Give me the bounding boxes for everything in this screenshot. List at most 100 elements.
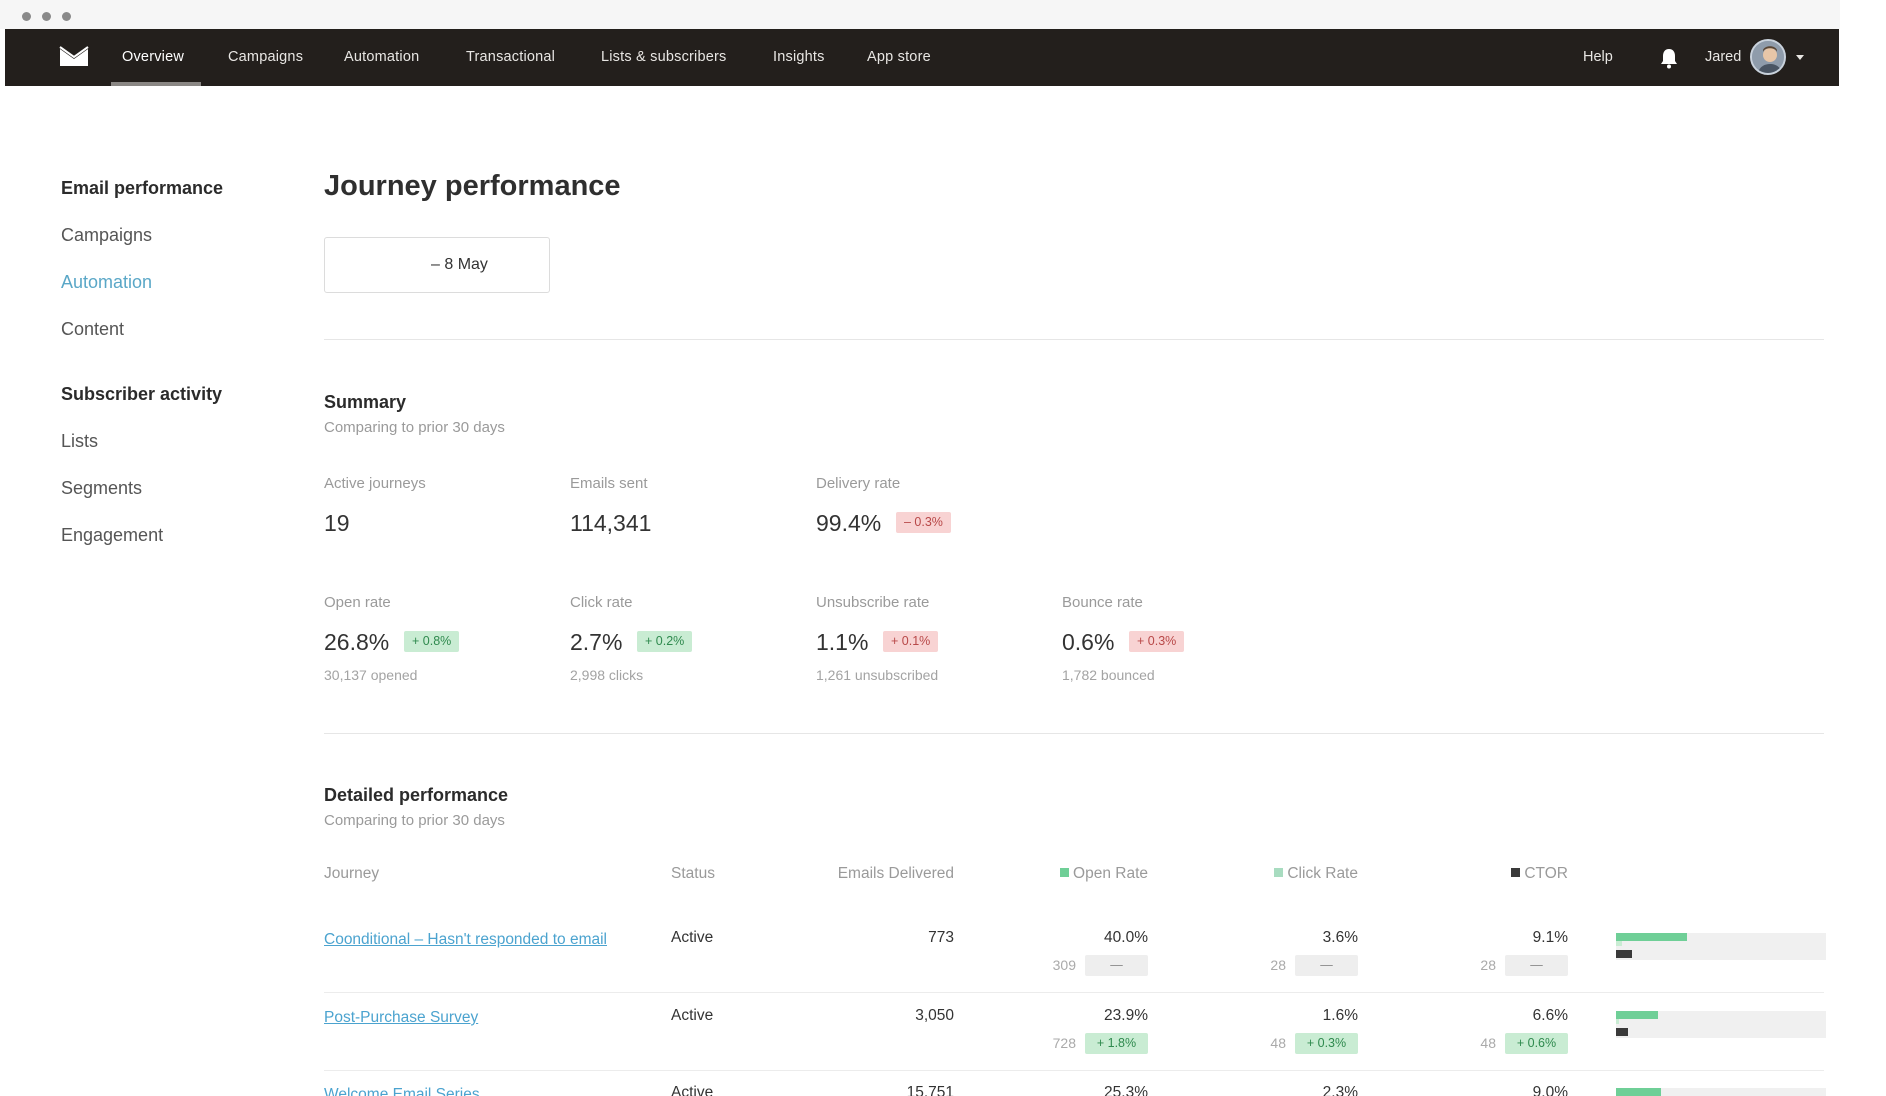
mail-logo-icon[interactable] bbox=[59, 46, 89, 68]
window-minimize-dot[interactable] bbox=[42, 12, 51, 21]
nav-overview[interactable]: Overview bbox=[122, 49, 185, 65]
column-header-click-rate[interactable]: Click Rate bbox=[1210, 865, 1358, 883]
ctor-bar bbox=[1616, 1028, 1628, 1036]
click-rate-bar bbox=[1616, 1019, 1619, 1024]
window-maximize-dot[interactable] bbox=[62, 12, 71, 21]
column-header-ctor[interactable]: CTOR bbox=[1420, 865, 1568, 883]
click-rate-value: 2.3% bbox=[1322, 1084, 1358, 1096]
emails-delivered-value: 3,050 bbox=[915, 1007, 954, 1024]
metric-value-active-journeys: 19 bbox=[324, 510, 350, 536]
metric-value-emails-sent: 114,341 bbox=[570, 510, 652, 536]
page-title: Journey performance bbox=[324, 170, 621, 202]
column-header-open-rate[interactable]: Open Rate bbox=[1000, 865, 1148, 883]
sidebar-heading-subscriber-activity: Subscriber activity bbox=[61, 384, 223, 404]
nav-lists-subscribers[interactable]: Lists & subscribers bbox=[601, 49, 727, 65]
journey-link[interactable]: Post-Purchase Survey bbox=[324, 1009, 479, 1026]
divider bbox=[324, 339, 1824, 340]
user-name[interactable]: Jared bbox=[1705, 49, 1742, 65]
metric-value-open-rate: 26.8% bbox=[324, 629, 390, 655]
journey-status: Active bbox=[671, 1007, 714, 1024]
sidebar-item-automation[interactable]: Automation bbox=[61, 272, 153, 292]
sidebar-item-content[interactable]: Content bbox=[61, 319, 125, 339]
column-header-emails-delivered[interactable]: Emails Delivered bbox=[837, 865, 954, 882]
ctor-count: 48 bbox=[1480, 1035, 1496, 1051]
click-rate-change-badge: — bbox=[1295, 955, 1358, 976]
metric-sub-bounced: 1,782 bounced bbox=[1062, 667, 1155, 683]
click-rate-value: 1.6% bbox=[1322, 1007, 1358, 1024]
unsubscribe-rate-change-badge: + 0.1% bbox=[883, 631, 939, 652]
metric-label-unsubscribe-rate: Unsubscribe rate bbox=[816, 594, 930, 611]
sidebar-heading-email-performance: Email performance bbox=[61, 178, 224, 198]
click-rate-value: 3.6% bbox=[1322, 929, 1358, 946]
open-count: 728 bbox=[1052, 1035, 1076, 1051]
metric-label-delivery-rate: Delivery rate bbox=[816, 475, 901, 492]
open-rate-value: 23.9% bbox=[1104, 1007, 1148, 1024]
open-count: 309 bbox=[1052, 957, 1076, 973]
chevron-down-icon[interactable] bbox=[1796, 55, 1804, 60]
metric-label-open-rate: Open rate bbox=[324, 594, 391, 611]
open-rate-bar bbox=[1616, 933, 1687, 941]
metric-label-click-rate: Click rate bbox=[570, 594, 633, 611]
click-rate-change-badge: + 0.3% bbox=[1295, 1033, 1358, 1054]
ctor-legend-swatch bbox=[1511, 868, 1521, 877]
sidebar-item-lists[interactable]: Lists bbox=[61, 431, 99, 451]
emails-delivered-value: 15,751 bbox=[906, 1084, 954, 1096]
metric-sub-clicks: 2,998 clicks bbox=[570, 667, 644, 683]
metric-value-unsubscribe-rate: 1.1% bbox=[816, 629, 869, 655]
open-rate-bar bbox=[1616, 1088, 1661, 1096]
open-rate-change-badge: + 1.8% bbox=[1085, 1033, 1148, 1054]
click-rate-change-badge: + 0.2% bbox=[637, 631, 693, 652]
open-rate-value: 25.3% bbox=[1104, 1084, 1148, 1096]
open-rate-value: 40.0% bbox=[1104, 929, 1148, 946]
row-divider bbox=[324, 1070, 1824, 1071]
detailed-subheading: Comparing to prior 30 days bbox=[324, 812, 505, 829]
journey-link[interactable]: Welcome Email Series bbox=[324, 1086, 480, 1096]
top-navbar: Overview Campaigns Automation Transactio… bbox=[5, 29, 1839, 86]
metric-value-bounce-rate: 0.6% bbox=[1062, 629, 1115, 655]
performance-bar bbox=[1616, 1011, 1826, 1038]
window-close-dot[interactable] bbox=[22, 12, 31, 21]
column-header-journey[interactable]: Journey bbox=[324, 865, 380, 882]
row-divider bbox=[324, 992, 1824, 993]
browser-title-bar bbox=[0, 0, 1840, 29]
sidebar-item-segments[interactable]: Segments bbox=[61, 478, 143, 498]
metric-label-emails-sent: Emails sent bbox=[570, 475, 648, 492]
summary-heading: Summary bbox=[324, 392, 407, 412]
sidebar-item-engagement[interactable]: Engagement bbox=[61, 525, 164, 545]
click-count: 48 bbox=[1270, 1035, 1286, 1051]
emails-delivered-value: 773 bbox=[928, 929, 954, 946]
metric-label-bounce-rate: Bounce rate bbox=[1062, 594, 1143, 611]
click-rate-header-label: Click Rate bbox=[1287, 865, 1358, 882]
nav-insights[interactable]: Insights bbox=[773, 49, 825, 65]
sidebar-item-campaigns[interactable]: Campaigns bbox=[61, 225, 153, 245]
nav-app-store[interactable]: App store bbox=[867, 49, 931, 65]
click-rate-legend-swatch bbox=[1274, 868, 1284, 877]
performance-bar bbox=[1616, 1088, 1826, 1096]
open-rate-legend-swatch bbox=[1060, 868, 1070, 877]
date-range-picker[interactable]: – 8 May bbox=[324, 237, 550, 293]
bell-icon[interactable] bbox=[1659, 47, 1679, 69]
journey-status: Active bbox=[671, 1084, 714, 1096]
detailed-heading: Detailed performance bbox=[324, 785, 509, 805]
ctor-value: 6.6% bbox=[1532, 1007, 1568, 1024]
column-header-status[interactable]: Status bbox=[671, 865, 715, 882]
user-avatar-icon bbox=[1752, 41, 1784, 73]
open-rate-change-badge: + 0.8% bbox=[404, 631, 460, 652]
nav-transactional[interactable]: Transactional bbox=[466, 49, 556, 65]
journey-link[interactable]: Coonditional – Hasn't responded to email bbox=[324, 931, 607, 948]
nav-campaigns[interactable]: Campaigns bbox=[228, 49, 304, 65]
bounce-rate-change-badge: + 0.3% bbox=[1129, 631, 1185, 652]
metric-sub-opened: 30,137 opened bbox=[324, 667, 418, 683]
avatar[interactable] bbox=[1750, 39, 1786, 75]
ctor-change-badge: — bbox=[1505, 955, 1568, 976]
metric-label-active-journeys: Active journeys bbox=[324, 475, 426, 492]
ctor-value: 9.1% bbox=[1532, 929, 1568, 946]
nav-help[interactable]: Help bbox=[1583, 49, 1613, 65]
ctor-value: 9.0% bbox=[1532, 1084, 1568, 1096]
nav-active-indicator bbox=[111, 82, 201, 86]
click-rate-bar bbox=[1616, 941, 1623, 946]
open-rate-bar bbox=[1616, 1011, 1659, 1019]
metric-value-delivery-rate: 99.4% bbox=[816, 510, 882, 536]
performance-bar bbox=[1616, 933, 1826, 960]
nav-automation[interactable]: Automation bbox=[344, 49, 420, 65]
